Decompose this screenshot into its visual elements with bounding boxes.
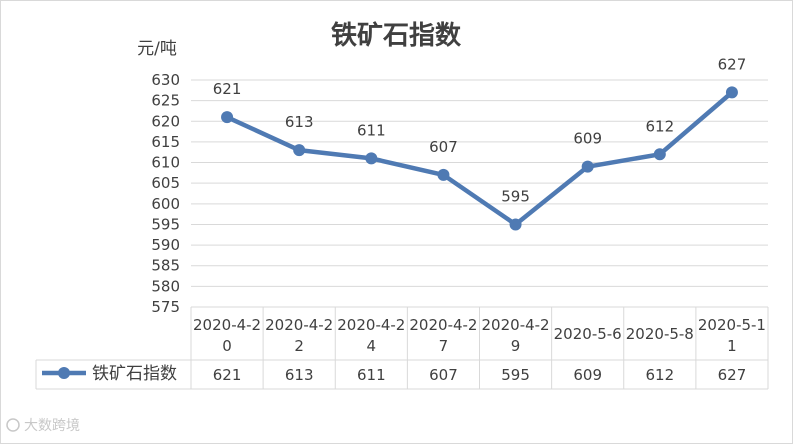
data-label: 609 — [573, 130, 602, 148]
table-value-cell: 595 — [501, 366, 530, 384]
data-point-marker — [509, 218, 522, 231]
table-value-cell: 611 — [357, 366, 386, 384]
x-category-label: 7 — [439, 337, 449, 355]
y-tick-label: 600 — [151, 195, 180, 213]
y-tick-label: 610 — [151, 154, 180, 172]
data-point-marker — [293, 144, 306, 157]
x-category-label: 2020-4-2 — [409, 316, 477, 334]
y-tick-label: 620 — [151, 112, 180, 130]
watermark: 大数跨境 — [6, 418, 80, 434]
x-category-label: 9 — [511, 337, 521, 355]
x-category-label: 2020-4-2 — [482, 316, 550, 334]
x-category-label: 2 — [294, 337, 304, 355]
legend: 铁矿石指数 — [42, 364, 177, 384]
data-label: 595 — [501, 187, 530, 205]
x-category-label: 2020-5-6 — [554, 325, 622, 343]
data-label: 612 — [645, 117, 674, 135]
y-axis-ticks: 575 580 585 590 595 600 605 610 615 620 625 630 — [151, 71, 180, 316]
data-point-marker — [221, 111, 234, 124]
y-tick-label: 595 — [151, 215, 180, 233]
chart-title: 铁矿石指数 — [331, 20, 462, 51]
data-table: 2020-4-2 0 621 2020-4-2 2 613 2020-4-2 4 611 2020… — [35, 307, 769, 390]
y-tick-label: 630 — [151, 71, 180, 89]
y-tick-label: 580 — [151, 277, 180, 295]
data-point-marker — [725, 86, 738, 99]
data-point-marker — [653, 148, 666, 161]
y-tick-label: 625 — [151, 92, 180, 110]
series-polyline — [224, 90, 735, 227]
legend-series-label: 铁矿石指数 — [92, 364, 177, 384]
table-value-cell: 613 — [285, 366, 314, 384]
table-value-cell: 607 — [429, 366, 458, 384]
table-value-cell: 609 — [573, 366, 602, 384]
y-axis-unit-label: 元/吨 — [137, 39, 177, 59]
x-category-label: 2020-5-8 — [626, 325, 694, 343]
x-category-label: 2020-4-2 — [337, 316, 405, 334]
data-point-marker — [365, 152, 378, 165]
x-category-label: 0 — [222, 337, 232, 355]
y-tick-label: 605 — [151, 174, 180, 192]
table-value-cell: 612 — [645, 366, 674, 384]
data-label: 613 — [285, 113, 314, 131]
data-point-marker — [581, 160, 594, 173]
table-value-cell: 627 — [718, 366, 747, 384]
x-category-label: 4 — [367, 337, 377, 355]
x-category-label: 1 — [727, 337, 737, 355]
legend-marker — [58, 367, 70, 379]
table-value-cell: 621 — [213, 366, 242, 384]
y-tick-label: 590 — [151, 236, 180, 254]
gridlines — [191, 79, 768, 308]
data-label: 627 — [718, 55, 747, 73]
data-labels: 621 613 611 607 595 609 612 627 — [213, 55, 747, 205]
series-line — [221, 86, 738, 231]
x-category-label: 2020-4-2 — [193, 316, 261, 334]
data-label: 611 — [357, 121, 386, 139]
y-tick-label: 585 — [151, 257, 180, 275]
x-category-label: 2020-5-1 — [698, 316, 766, 334]
watermark-text: 大数跨境 — [24, 418, 80, 434]
x-category-label: 2020-4-2 — [265, 316, 333, 334]
y-tick-label: 575 — [151, 298, 180, 316]
data-label: 607 — [429, 138, 458, 156]
data-point-marker — [437, 168, 450, 181]
watermark-logo-icon — [6, 418, 20, 432]
y-tick-label: 615 — [151, 133, 180, 151]
data-label: 621 — [213, 80, 242, 98]
